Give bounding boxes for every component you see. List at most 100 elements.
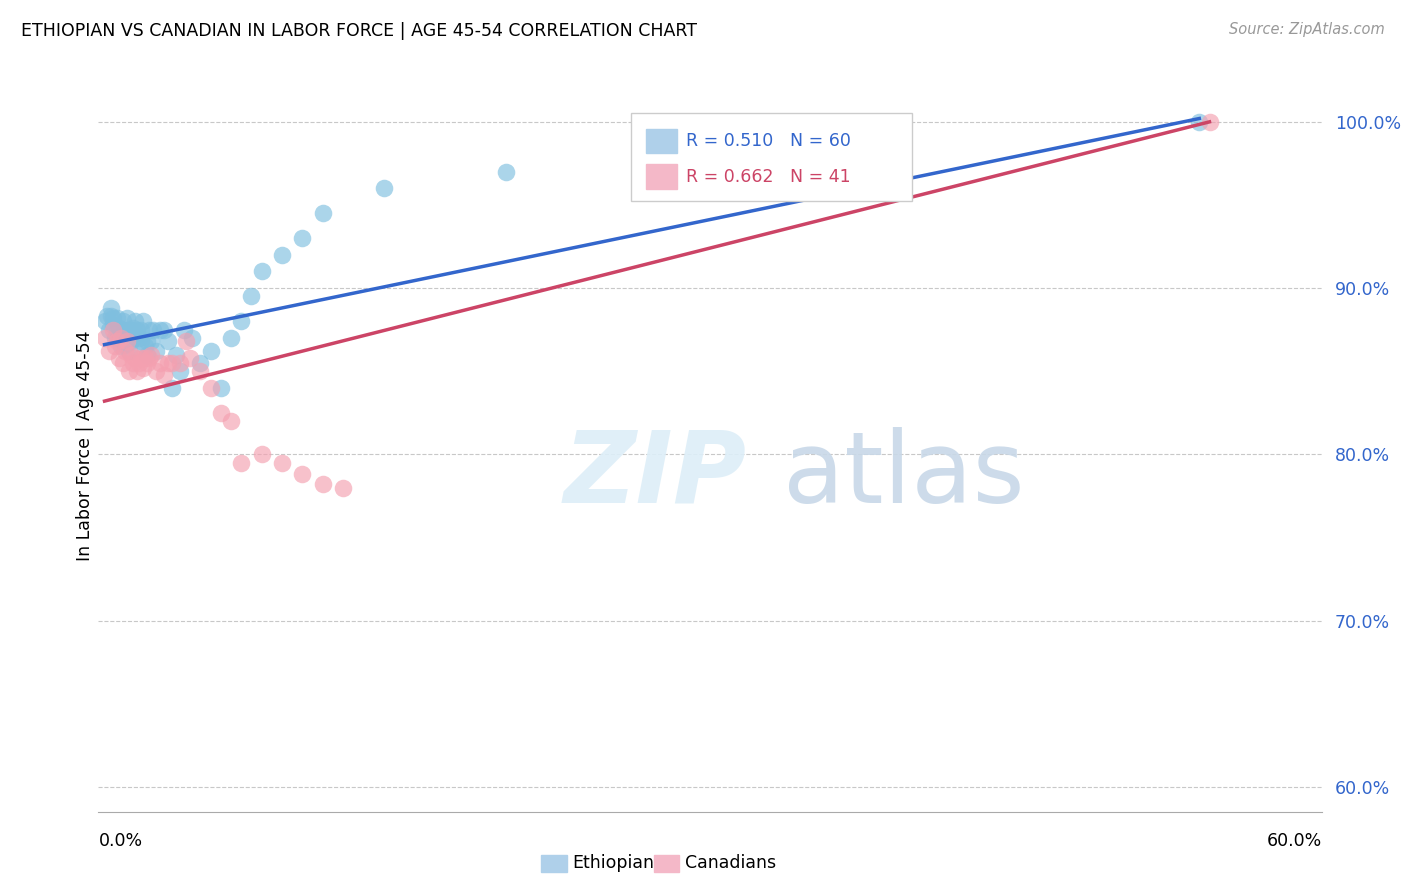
Ethiopians <box>495 164 517 178</box>
Canadians <box>97 344 120 359</box>
Ethiopians <box>132 314 155 328</box>
Canadians <box>136 356 159 370</box>
Canadians <box>132 360 155 375</box>
Canadians <box>160 356 183 370</box>
Ethiopians <box>373 181 395 195</box>
Ethiopians <box>105 310 128 325</box>
Ethiopians <box>115 326 138 340</box>
Text: Canadians: Canadians <box>685 855 776 872</box>
Canadians <box>128 356 150 370</box>
Canadians <box>174 334 197 349</box>
Text: R = 0.510: R = 0.510 <box>686 132 773 150</box>
Ethiopians <box>105 323 128 337</box>
Text: ETHIOPIAN VS CANADIAN IN LABOR FORCE | AGE 45-54 CORRELATION CHART: ETHIOPIAN VS CANADIAN IN LABOR FORCE | A… <box>21 22 697 40</box>
Canadians <box>332 481 354 495</box>
Ethiopians <box>173 323 195 337</box>
Canadians <box>104 339 127 353</box>
Canadians <box>1198 115 1220 129</box>
Ethiopians <box>165 347 187 361</box>
Ethiopians <box>250 264 273 278</box>
Canadians <box>141 347 163 361</box>
Canadians <box>122 356 145 370</box>
Ethiopians <box>129 323 152 337</box>
Ethiopians <box>108 331 131 345</box>
Text: N = 60: N = 60 <box>790 132 851 150</box>
Canadians <box>156 356 179 370</box>
Ethiopians <box>115 310 138 325</box>
Ethiopians <box>114 323 136 337</box>
Canadians <box>114 344 136 359</box>
Ethiopians <box>181 331 204 345</box>
Ethiopians <box>111 327 134 342</box>
Canadians <box>111 356 134 370</box>
Ethiopians <box>156 334 179 349</box>
Ethiopians <box>118 344 141 359</box>
FancyBboxPatch shape <box>630 113 912 201</box>
Canadians <box>118 364 141 378</box>
Canadians <box>200 381 222 395</box>
Canadians <box>188 364 212 378</box>
Text: ZIP: ZIP <box>564 426 747 524</box>
Canadians <box>108 351 131 365</box>
Ethiopians <box>124 314 146 328</box>
Ethiopians <box>120 334 142 349</box>
Ethiopians <box>111 314 134 328</box>
Bar <box>647 129 678 153</box>
Text: Ethiopians: Ethiopians <box>572 855 664 872</box>
Canadians <box>93 331 115 345</box>
Ethiopians <box>209 381 232 395</box>
Ethiopians <box>149 323 172 337</box>
Canadians <box>138 351 160 365</box>
Ethiopians <box>270 248 294 262</box>
Bar <box>647 164 678 188</box>
Ethiopians <box>136 347 159 361</box>
Canadians <box>291 467 314 482</box>
Canadians <box>115 334 138 349</box>
Ethiopians <box>104 331 127 345</box>
Ethiopians <box>127 323 149 337</box>
Text: N = 41: N = 41 <box>790 168 851 186</box>
Ethiopians <box>1188 115 1211 129</box>
Ethiopians <box>128 331 150 345</box>
Canadians <box>219 414 242 428</box>
Ethiopians <box>200 344 222 359</box>
Canadians <box>134 351 156 365</box>
Ethiopians <box>96 310 118 324</box>
Ethiopians <box>101 318 124 332</box>
Ethiopians <box>97 323 120 337</box>
Ethiopians <box>100 310 122 324</box>
Canadians <box>270 456 294 470</box>
Canadians <box>105 334 128 349</box>
Ethiopians <box>312 206 335 220</box>
Canadians <box>127 364 149 378</box>
Ethiopians <box>188 356 212 370</box>
Ethiopians <box>145 344 167 359</box>
Ethiopians <box>100 301 122 315</box>
Canadians <box>312 477 335 491</box>
Canadians <box>169 356 191 370</box>
Ethiopians <box>219 331 242 345</box>
Ethiopians <box>114 337 136 351</box>
Canadians <box>250 447 273 461</box>
Ethiopians <box>129 334 152 349</box>
Text: Source: ZipAtlas.com: Source: ZipAtlas.com <box>1229 22 1385 37</box>
Ethiopians <box>291 231 314 245</box>
Ethiopians <box>240 289 263 303</box>
Ethiopians <box>136 334 159 349</box>
Ethiopians <box>152 323 174 337</box>
Ethiopians <box>138 323 160 337</box>
Text: 60.0%: 60.0% <box>1267 831 1322 850</box>
Ethiopians <box>120 323 142 337</box>
Ethiopians <box>231 314 253 328</box>
Ethiopians <box>169 364 191 378</box>
Ethiopians <box>142 323 165 337</box>
Canadians <box>179 351 201 365</box>
Canadians <box>124 351 146 365</box>
Ethiopians <box>122 331 145 345</box>
Ethiopians <box>101 310 124 325</box>
Ethiopians <box>108 321 131 335</box>
Y-axis label: In Labor Force | Age 45-54: In Labor Force | Age 45-54 <box>76 331 94 561</box>
Text: atlas: atlas <box>783 426 1025 524</box>
Ethiopians <box>110 339 132 353</box>
Canadians <box>231 456 253 470</box>
